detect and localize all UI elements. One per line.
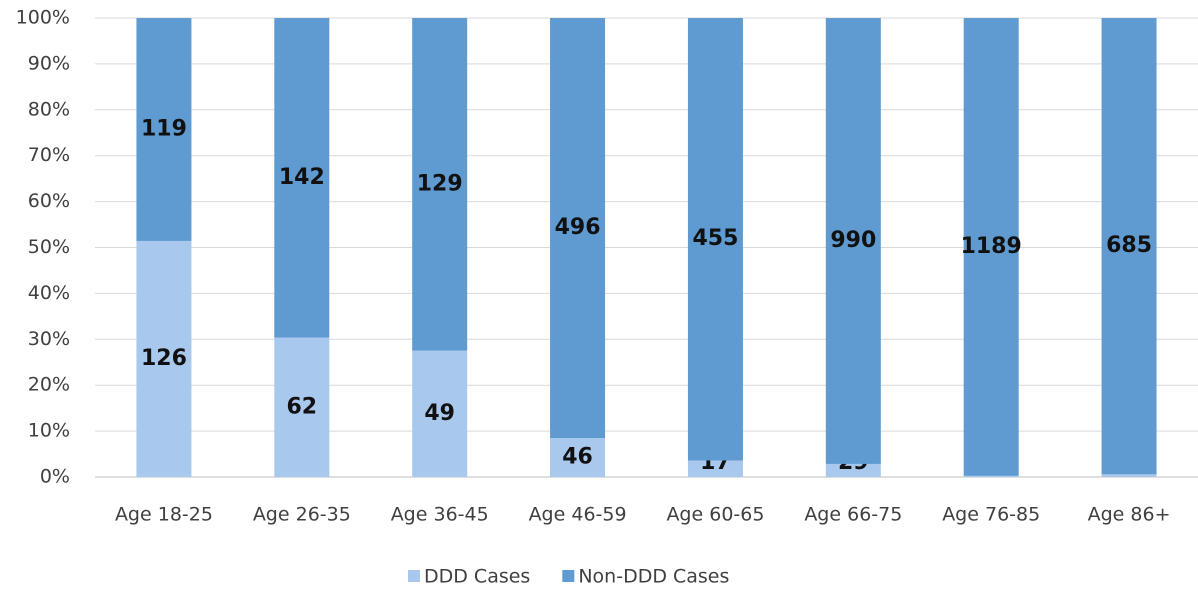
data-label: 142 [279,165,325,190]
x-tick-label: Age 60-65 [666,504,764,526]
data-label: 46 [562,445,593,470]
x-tick-label: Age 86+ [1088,504,1171,526]
bar-segment [963,475,1019,477]
data-label: 990 [830,228,876,253]
y-tick-label: 60% [28,190,70,212]
legend-label: Non-DDD Cases [578,566,729,588]
bar-segment [963,18,1019,476]
x-tick-label: Age 66-75 [804,504,902,526]
y-tick-label: 0% [40,466,70,488]
x-tick-label: Age 18-25 [115,504,213,526]
bar-segment [550,18,606,439]
y-tick-label: 90% [28,52,70,74]
legend-label: DDD Cases [424,566,530,588]
bar-segment [412,18,468,351]
data-label: 119 [141,116,187,141]
y-tick-label: 30% [28,328,70,350]
x-tick-label: Age 46-59 [529,504,627,526]
x-tick-label: Age 26-35 [253,504,351,526]
bar-segment [274,337,330,477]
bar-segment [825,463,881,477]
bar-segment [136,18,192,241]
bar-segment [825,18,881,464]
data-label: 126 [141,346,187,371]
x-tick-label: Age 76-85 [942,504,1040,526]
y-tick-label: 50% [28,236,70,258]
data-label: 455 [692,226,738,251]
y-tick-label: 20% [28,374,70,396]
data-label: 62 [287,394,318,419]
data-label: 49 [424,401,455,426]
data-label: 685 [1106,233,1152,258]
bar-segment [136,240,192,477]
x-tick-label: Age 36-45 [391,504,489,526]
bar-segment [1101,18,1157,475]
bar-segment [1101,474,1157,477]
y-tick-label: 100% [16,7,70,29]
bar-segment [412,350,468,477]
y-tick-label: 10% [28,420,70,442]
y-tick-label: 70% [28,144,70,166]
legend-swatch [562,570,575,582]
bar-segment [687,18,743,461]
data-label: 1189 [961,234,1022,259]
bar-segment [687,460,743,477]
bar-segment [274,18,330,338]
legend-swatch [408,570,420,582]
data-label: 496 [555,215,601,240]
data-label: 129 [417,171,463,196]
y-tick-label: 40% [28,282,70,304]
bar-segment [550,438,606,477]
y-tick-label: 80% [28,98,70,120]
